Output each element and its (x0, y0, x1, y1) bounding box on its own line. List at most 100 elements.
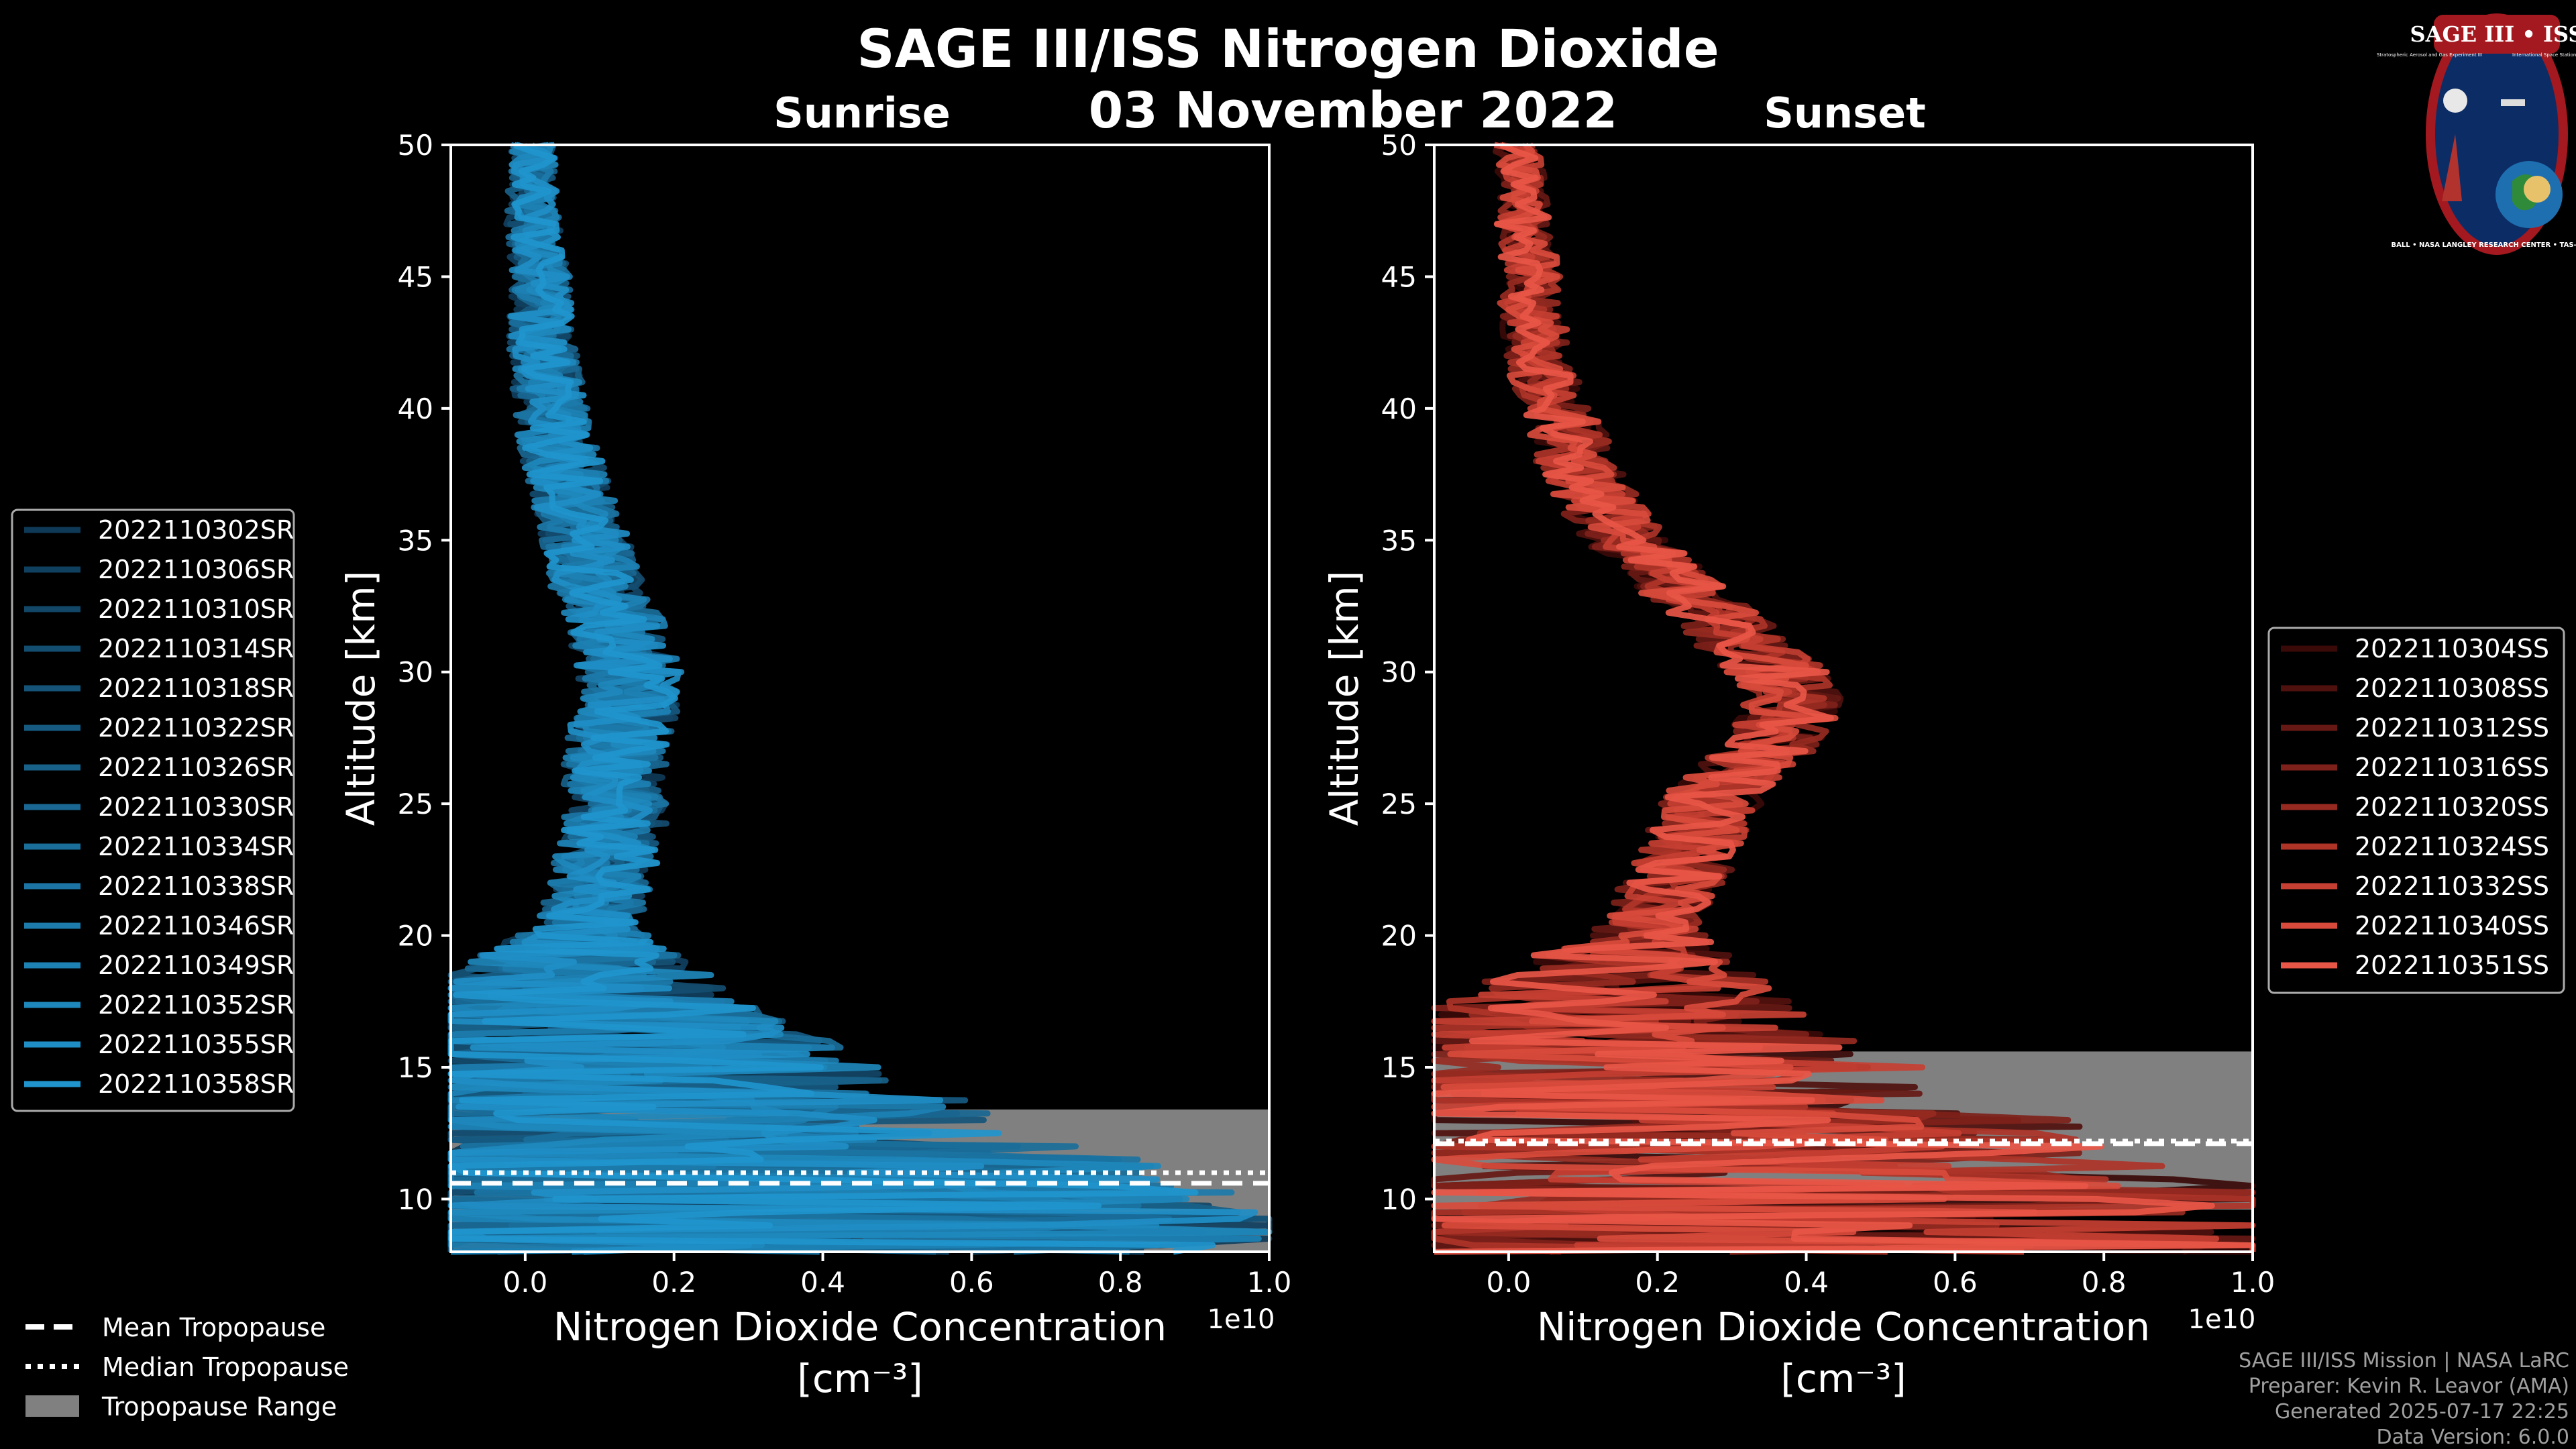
sunset-profile-2022110340SS (1431, 142, 2256, 1252)
sunrise-legend-item: 2022110302SR (98, 515, 294, 545)
median-tropopause-label: Median Tropopause (102, 1352, 349, 1382)
sunrise-legend-item: 2022110352SR (98, 990, 294, 1020)
sunrise-legend-item: 2022110334SR (98, 832, 294, 861)
sage-iii-iss-logo: SAGE III • ISS Stratospheric Aerosol and… (2377, 13, 2576, 255)
logo-subtitle-left: Stratospheric Aerosol and Gas Experiment… (2377, 52, 2482, 58)
sunset-legend-item: 2022110332SS (2355, 871, 2549, 901)
sunset-chart: 0.0 0.2 0.4 0.6 0.8 1.0 10 15 20 25 30 35 40 45 50 1e… (1322, 129, 2275, 1401)
sunset-legend-item: 2022110324SS (2355, 832, 2549, 861)
sunrise-legend-item: 2022110358SR (98, 1069, 294, 1099)
sunrise-x-unit: [cm⁻³] (797, 1356, 923, 1401)
sunset-x-ticks: 0.0 0.2 0.4 0.6 0.8 1.0 (1487, 1252, 2275, 1299)
sunrise-legend-frame (11, 508, 295, 1112)
logo-station-icon (2501, 99, 2525, 106)
sunset-y-tick-label: 45 (1381, 260, 1417, 293)
sunset-y-tick-label: 15 (1381, 1051, 1417, 1084)
sunset-legend-item: 2022110340SS (2355, 911, 2549, 941)
logo-banner (2434, 15, 2560, 54)
sunrise-x-tick-label: 0.4 (800, 1266, 845, 1299)
credits-version: Data Version: 6.0.0 (2377, 1426, 2569, 1449)
sunset-y-tick-label: 10 (1381, 1183, 1417, 1216)
sunset-y-tick-label: 50 (1381, 129, 1417, 162)
sunrise-legend-item: 2022110355SR (98, 1030, 294, 1059)
credits-mission: SAGE III/ISS Mission | NASA LaRC (2239, 1349, 2569, 1373)
sunset-tropopause-lines (1434, 1138, 2253, 1146)
sunrise-y-tick-label: 40 (398, 392, 433, 425)
sunset-x-unit: [cm⁻³] (1780, 1356, 1907, 1401)
sunrise-x-tick-label: 0.8 (1098, 1266, 1143, 1299)
sunrise-legend-item: 2022110346SR (98, 911, 294, 941)
credits-generated: Generated 2025-07-17 22:25 (2275, 1400, 2569, 1424)
sunrise-x-ticks: 0.0 0.2 0.4 0.6 0.8 1.0 (503, 1252, 1292, 1299)
sunrise-x-tick-label: 1.0 (1247, 1266, 1292, 1299)
sunrise-profile-2022110352SR (447, 144, 1273, 1255)
logo-figure-icon (2442, 134, 2462, 201)
sunrise-legend-item: 2022110318SR (98, 674, 294, 703)
sunrise-y-tick-label: 10 (398, 1183, 433, 1216)
sunrise-y-tick-label: 20 (398, 920, 433, 953)
sunrise-y-tick-label: 45 (398, 260, 433, 293)
figure-title: SAGE III/ISS Nitrogen Dioxide (857, 19, 1719, 80)
sunrise-y-tick-label: 15 (398, 1051, 433, 1084)
sunset-legend-item: 2022110304SS (2355, 634, 2549, 663)
sunrise-y-tick-label: 50 (398, 129, 433, 162)
sunrise-y-label: Altitude [km] (338, 571, 384, 826)
sunset-x-label: Nitrogen Dioxide Concentration (1537, 1304, 2150, 1350)
sunset-legend-item: 2022110351SS (2355, 951, 2549, 980)
sunset-x-tick-label: 0.4 (1784, 1266, 1829, 1299)
sunset-profiles (1431, 142, 2256, 1255)
sunrise-x-tick-label: 0.2 (651, 1266, 696, 1299)
sunset-x-scale: 1e10 (2188, 1304, 2256, 1335)
sunset-y-tick-label: 25 (1381, 788, 1417, 820)
sunrise-x-tick-label: 0.6 (949, 1266, 994, 1299)
sunrise-legend-item: 2022110306SR (98, 555, 294, 584)
sunset-x-tick-label: 0.2 (1635, 1266, 1680, 1299)
sunset-legend-frame (2267, 627, 2565, 994)
credits: SAGE III/ISS Mission | NASA LaRC Prepare… (2239, 1349, 2569, 1449)
sunset-plot-frame (1433, 144, 2254, 1253)
sunset-legend-item: 2022110308SS (2355, 674, 2549, 703)
sunrise-legend-item: 2022110338SR (98, 871, 294, 901)
sunset-profile-2022110332SS (1431, 142, 2256, 1255)
sunrise-x-scale: 1e10 (1208, 1304, 1275, 1335)
logo-subtitle-right: International Space Station (2512, 52, 2576, 58)
tropopause-range-label: Tropopause Range (101, 1392, 337, 1421)
tropopause-legend: Mean Tropopause Median Tropopause Tropop… (25, 1313, 349, 1421)
logo-ring-text: BALL • NASA LANGLEY RESEARCH CENTER • TA… (2391, 241, 2576, 249)
sunrise-legend: 2022110302SR 2022110306SR 2022110310SR 2022… (11, 508, 295, 1112)
sunrise-legend-item: 2022110314SR (98, 634, 294, 663)
sunset-y-ticks: 10 15 20 25 30 35 40 45 50 (1381, 129, 1434, 1216)
sunset-profile-2022110351SS (1431, 142, 2256, 1255)
sunset-y-tick-label: 20 (1381, 920, 1417, 953)
sunrise-chart: 0.0 0.2 0.4 0.6 0.8 1.0 10 15 20 25 30 35 40 45 50 1e… (338, 129, 1291, 1401)
sunrise-legend-item: 2022110322SR (98, 713, 294, 743)
sunrise-y-ticks: 10 15 20 25 30 35 40 45 50 (398, 129, 451, 1216)
sunrise-plot-frame (449, 144, 1271, 1253)
sunset-y-tick-label: 40 (1381, 392, 1417, 425)
sunrise-legend-item: 2022110326SR (98, 753, 294, 782)
sunrise-title: Sunrise (773, 89, 951, 138)
sunrise-y-tick-label: 35 (398, 524, 433, 557)
sunset-y-tick-label: 30 (1381, 656, 1417, 689)
logo-sun-icon (2524, 176, 2551, 203)
sunset-legend-item: 2022110316SS (2355, 753, 2549, 782)
sunrise-legend-item: 2022110310SR (98, 594, 294, 624)
tropopause-range-swatch (25, 1395, 79, 1417)
sunrise-x-tick-label: 0.0 (503, 1266, 548, 1299)
sunset-legend-item: 2022110320SS (2355, 792, 2549, 822)
sunset-legend-item: 2022110312SS (2355, 713, 2549, 743)
figure-date: 03 November 2022 (1089, 82, 1617, 140)
sunset-y-tick-label: 35 (1381, 524, 1417, 557)
sunset-x-tick-label: 0.8 (2082, 1266, 2127, 1299)
logo-moon-icon (2443, 89, 2467, 113)
sunrise-y-tick-label: 30 (398, 656, 433, 689)
sunset-x-tick-label: 1.0 (2231, 1266, 2275, 1299)
sunrise-tropopause-lines (451, 1170, 1269, 1186)
sunrise-y-tick-label: 25 (398, 788, 433, 820)
sunrise-legend-item: 2022110349SR (98, 951, 294, 980)
sunset-x-tick-label: 0.6 (1933, 1266, 1978, 1299)
sunset-legend: 2022110304SS 2022110308SS 2022110312SS 2022… (2267, 627, 2565, 994)
credits-preparer: Preparer: Kevin R. Leavor (AMA) (2249, 1375, 2569, 1398)
logo-title: SAGE III • ISS (2410, 21, 2576, 47)
